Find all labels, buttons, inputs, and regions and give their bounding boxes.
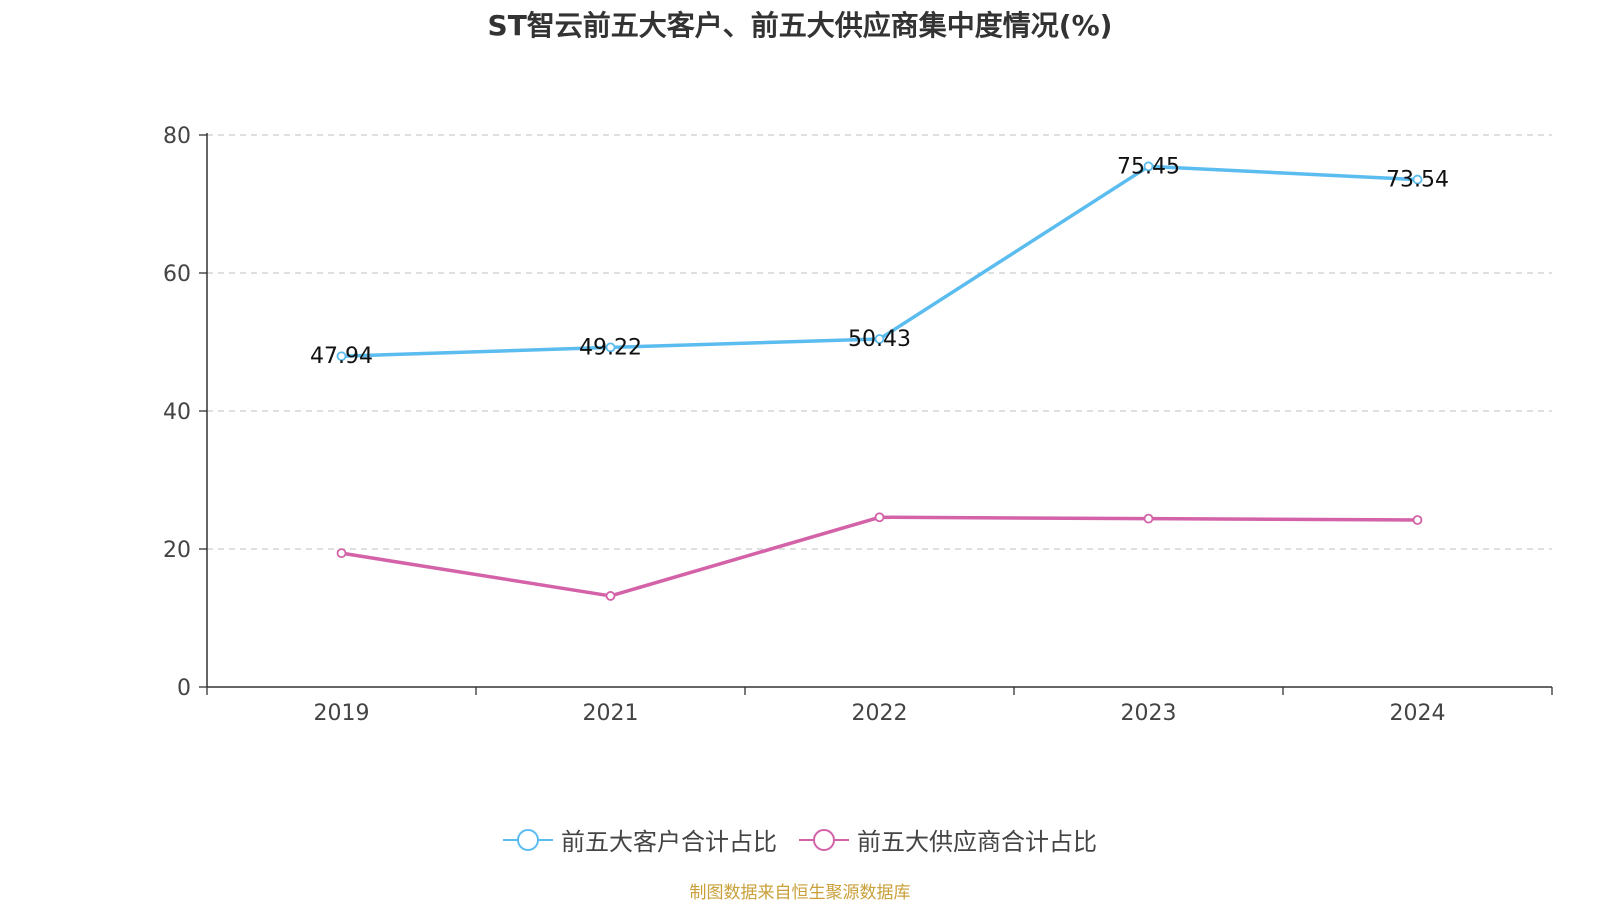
x-tick-label: 2019 [314, 701, 370, 726]
legend-item-customers[interactable]: 前五大客户合计占比 [503, 822, 777, 857]
data-point[interactable] [1143, 513, 1154, 524]
data-point[interactable] [605, 342, 616, 353]
data-label: 50.43 [848, 327, 911, 352]
data-point[interactable] [605, 591, 616, 601]
data-label: 49.22 [579, 335, 642, 360]
data-source-note: 制图数据来自恒生聚源数据库 [689, 883, 911, 903]
data-labels: 47.94 49.22 50.43 75.45 73.54 [310, 154, 1449, 369]
data-label: 75.45 [1117, 154, 1180, 179]
series-lines [336, 161, 1423, 601]
data-point[interactable] [1143, 161, 1154, 172]
x-tick-label: 2023 [1121, 701, 1177, 726]
series-line-1 [341, 515, 1418, 598]
data-point[interactable] [1412, 515, 1423, 525]
legend-item-suppliers[interactable]: 前五大供应商合计占比 [799, 822, 1097, 857]
x-tick-label: 2024 [1390, 701, 1446, 726]
legend-suppliers-icon [799, 828, 849, 851]
y-tick-label: 80 [163, 124, 191, 149]
x-tick-label: 2021 [583, 701, 639, 726]
y-tick-label: 20 [163, 538, 191, 563]
y-tick-label: 0 [177, 676, 191, 701]
axes: 0 20 40 60 80 2019 2021 2022 2023 2024 [163, 124, 1553, 726]
data-point[interactable] [874, 512, 885, 523]
data-point[interactable] [336, 548, 347, 559]
legend-customers-icon [503, 828, 553, 851]
y-tick-label: 60 [163, 262, 191, 287]
data-label: 47.94 [310, 344, 373, 369]
data-point[interactable] [336, 351, 347, 362]
legend-label-suppliers: 前五大供应商合计占比 [857, 828, 1097, 856]
data-point[interactable] [1412, 174, 1423, 185]
chart-title: ST智云前五大客户、前五大供应商集中度情况(%) [487, 9, 1113, 42]
legend: 前五大客户合计占比 前五大供应商合计占比 [0, 822, 1600, 857]
gridlines [207, 134, 1552, 550]
y-tick-label: 40 [163, 400, 191, 425]
x-tick-label: 2022 [852, 701, 908, 726]
data-label: 73.54 [1386, 168, 1449, 193]
legend-label-customers: 前五大客户合计占比 [561, 828, 777, 856]
data-point[interactable] [874, 334, 885, 344]
